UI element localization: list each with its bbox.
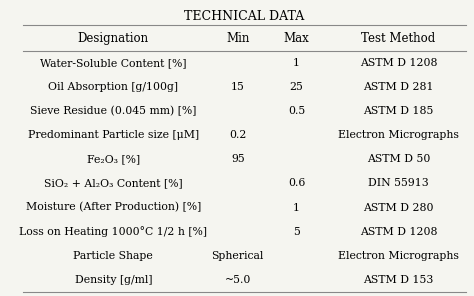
Text: 15: 15	[231, 82, 245, 92]
Text: Oil Absorption [g/100g]: Oil Absorption [g/100g]	[48, 82, 178, 92]
Text: 25: 25	[290, 82, 303, 92]
Text: Designation: Designation	[78, 32, 149, 44]
Text: ASTM D 1208: ASTM D 1208	[360, 226, 438, 237]
Text: ASTM D 50: ASTM D 50	[367, 155, 430, 165]
Text: Density [g/ml]: Density [g/ml]	[74, 275, 152, 285]
Text: Predominant Particle size [μM]: Predominant Particle size [μM]	[28, 131, 199, 140]
Text: ASTM D 281: ASTM D 281	[363, 82, 434, 92]
Text: Fe₂O₃ [%]: Fe₂O₃ [%]	[87, 155, 140, 165]
Text: ASTM D 280: ASTM D 280	[363, 202, 434, 213]
Text: ~5.0: ~5.0	[225, 275, 251, 285]
Text: SiO₂ + Al₂O₃ Content [%]: SiO₂ + Al₂O₃ Content [%]	[44, 178, 182, 189]
Text: 1: 1	[293, 202, 300, 213]
Text: Particle Shape: Particle Shape	[73, 251, 153, 260]
Text: Electron Micrographs: Electron Micrographs	[338, 131, 459, 140]
Text: Sieve Residue (0.045 mm) [%]: Sieve Residue (0.045 mm) [%]	[30, 106, 197, 117]
Text: ASTM D 185: ASTM D 185	[364, 106, 434, 116]
Text: TECHNICAL DATA: TECHNICAL DATA	[184, 9, 305, 22]
Text: Spherical: Spherical	[211, 251, 264, 260]
Text: ASTM D 1208: ASTM D 1208	[360, 58, 438, 68]
Text: 0.2: 0.2	[229, 131, 246, 140]
Text: 95: 95	[231, 155, 245, 165]
Text: DIN 55913: DIN 55913	[368, 178, 429, 189]
Text: Water-Soluble Content [%]: Water-Soluble Content [%]	[40, 58, 187, 68]
Text: Max: Max	[284, 32, 310, 44]
Text: Loss on Heating 1000°C 1/2 h [%]: Loss on Heating 1000°C 1/2 h [%]	[19, 226, 207, 237]
Text: ASTM D 153: ASTM D 153	[364, 275, 434, 285]
Text: 0.6: 0.6	[288, 178, 305, 189]
Text: Electron Micrographs: Electron Micrographs	[338, 251, 459, 260]
Text: Test Method: Test Method	[361, 32, 436, 44]
Text: 0.5: 0.5	[288, 106, 305, 116]
Text: Moisture (After Production) [%]: Moisture (After Production) [%]	[26, 202, 201, 213]
Text: 5: 5	[293, 226, 300, 237]
Text: 1: 1	[293, 58, 300, 68]
Text: Min: Min	[226, 32, 249, 44]
